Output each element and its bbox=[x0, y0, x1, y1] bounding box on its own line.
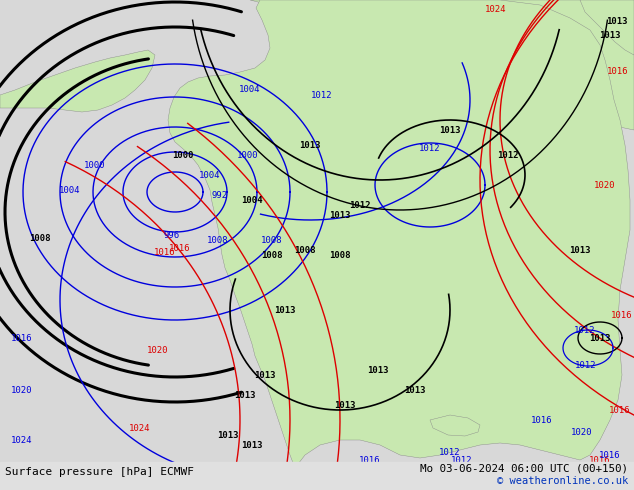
Text: 1012: 1012 bbox=[497, 150, 519, 160]
Text: 1013: 1013 bbox=[367, 366, 389, 374]
Text: 1013: 1013 bbox=[217, 431, 239, 440]
Polygon shape bbox=[168, 0, 630, 468]
Text: 1016: 1016 bbox=[607, 68, 629, 76]
Text: 1008: 1008 bbox=[207, 236, 229, 245]
Text: 1000: 1000 bbox=[172, 150, 194, 160]
Text: 1013: 1013 bbox=[589, 334, 611, 343]
Text: 996: 996 bbox=[164, 230, 180, 240]
Text: 1016: 1016 bbox=[359, 456, 381, 465]
Polygon shape bbox=[173, 82, 215, 140]
Text: 1016: 1016 bbox=[589, 456, 611, 465]
Text: 1012: 1012 bbox=[574, 325, 596, 335]
Text: 1024: 1024 bbox=[485, 5, 507, 15]
Text: Surface pressure [hPa] ECMWF: Surface pressure [hPa] ECMWF bbox=[5, 467, 194, 477]
Text: 1012: 1012 bbox=[349, 200, 371, 210]
Text: 1004: 1004 bbox=[199, 171, 221, 179]
Text: 1013: 1013 bbox=[569, 245, 591, 254]
Text: 1013: 1013 bbox=[404, 386, 426, 394]
Bar bbox=[0, 462, 634, 490]
Text: 1012: 1012 bbox=[311, 91, 333, 99]
Text: 1024: 1024 bbox=[129, 423, 151, 433]
Text: 1020: 1020 bbox=[147, 345, 169, 354]
Text: 1008: 1008 bbox=[329, 250, 351, 260]
Text: 1016: 1016 bbox=[154, 247, 176, 256]
Text: 1000: 1000 bbox=[237, 150, 259, 160]
Text: 1013: 1013 bbox=[606, 18, 628, 26]
Text: 1013: 1013 bbox=[254, 370, 276, 379]
Text: 1013: 1013 bbox=[329, 211, 351, 220]
Text: 1012: 1012 bbox=[451, 456, 473, 465]
Text: 1016: 1016 bbox=[611, 311, 633, 319]
Text: 1008: 1008 bbox=[29, 234, 51, 243]
Text: 1013: 1013 bbox=[299, 141, 321, 149]
Text: 1020: 1020 bbox=[571, 427, 593, 437]
Text: Mo 03-06-2024 06:00 UTC (00+150): Mo 03-06-2024 06:00 UTC (00+150) bbox=[420, 463, 628, 473]
Text: 1016: 1016 bbox=[11, 334, 33, 343]
Polygon shape bbox=[0, 50, 155, 112]
Text: 992: 992 bbox=[212, 191, 228, 199]
Text: 1000: 1000 bbox=[84, 161, 106, 170]
Text: 1013: 1013 bbox=[439, 125, 461, 134]
Text: 1013: 1013 bbox=[275, 305, 295, 315]
Text: 1024: 1024 bbox=[11, 436, 33, 444]
Text: 1016: 1016 bbox=[599, 450, 621, 460]
Text: 1008: 1008 bbox=[261, 236, 283, 245]
Polygon shape bbox=[430, 415, 480, 436]
Polygon shape bbox=[250, 0, 634, 130]
Text: 1016: 1016 bbox=[169, 244, 191, 252]
Text: 1004: 1004 bbox=[59, 186, 81, 195]
Text: 1008: 1008 bbox=[261, 250, 283, 260]
Text: 1012: 1012 bbox=[575, 361, 597, 369]
Text: 1013: 1013 bbox=[599, 30, 621, 40]
Text: 1020: 1020 bbox=[11, 386, 33, 394]
Text: © weatheronline.co.uk: © weatheronline.co.uk bbox=[497, 476, 628, 486]
Text: 1004: 1004 bbox=[239, 85, 261, 95]
Text: 1028: 1028 bbox=[11, 473, 33, 483]
Text: 1013: 1013 bbox=[234, 391, 256, 399]
Text: 1008: 1008 bbox=[294, 245, 316, 254]
Text: 1012: 1012 bbox=[439, 447, 461, 457]
Text: 1004: 1004 bbox=[242, 196, 262, 204]
Polygon shape bbox=[580, 0, 634, 55]
Text: 1013: 1013 bbox=[334, 400, 356, 410]
Text: 1016: 1016 bbox=[531, 416, 553, 424]
Text: 1012: 1012 bbox=[419, 144, 441, 152]
Text: 1020: 1020 bbox=[594, 180, 616, 190]
Text: 1016: 1016 bbox=[609, 406, 631, 415]
Text: 1013: 1013 bbox=[242, 441, 262, 449]
